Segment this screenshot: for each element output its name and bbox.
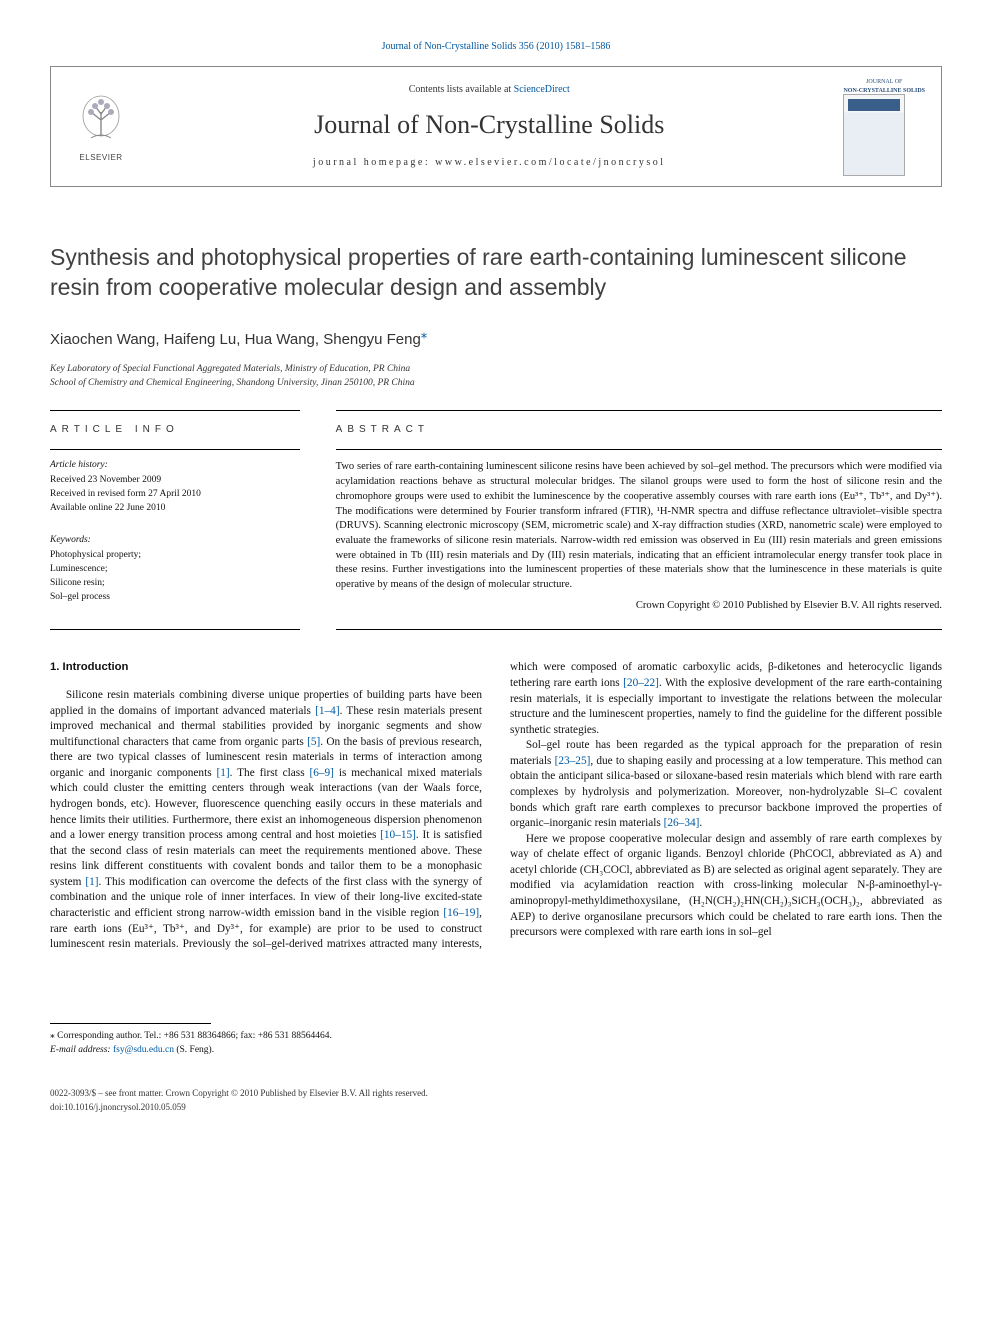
- p1-seg-d: . The first class: [230, 767, 310, 779]
- elsevier-logo: ELSEVIER: [67, 89, 135, 165]
- author-list: Xiaochen Wang, Haifeng Lu, Hua Wang, She…: [50, 325, 942, 350]
- elsevier-tree-icon: [73, 90, 129, 150]
- ref-link-1-4[interactable]: [1–4]: [315, 705, 339, 717]
- footnote-email-link[interactable]: fsy@sdu.edu.cn: [113, 1045, 174, 1055]
- footnote-email-line: E-mail address: fsy@sdu.edu.cn (S. Feng)…: [50, 1043, 942, 1057]
- article-title: Synthesis and photophysical properties o…: [50, 243, 942, 303]
- abstract-text: Two series of rare earth-containing lumi…: [336, 450, 942, 592]
- ref-link-6-9[interactable]: [6–9]: [309, 767, 333, 779]
- footnote-corr-line: ⁎ Corresponding author. Tel.: +86 531 88…: [50, 1029, 942, 1043]
- contents-available-line: Contents lists available at ScienceDirec…: [151, 83, 827, 97]
- elsevier-wordmark: ELSEVIER: [79, 152, 122, 163]
- info-bottom-rule: [50, 629, 300, 630]
- sciencedirect-link[interactable]: ScienceDirect: [514, 84, 570, 95]
- ref-link-5[interactable]: [5]: [307, 736, 320, 748]
- footnote-separator: [50, 1023, 211, 1024]
- affiliation-2: School of Chemistry and Chemical Enginee…: [50, 376, 942, 390]
- body-two-column: 1. Introduction Silicone resin materials…: [50, 660, 942, 952]
- cover-thumb-wrap: JOURNAL OF NON-CRYSTALLINE SOLIDS: [843, 77, 925, 176]
- masthead: ELSEVIER Contents lists available at Sci…: [50, 66, 942, 187]
- abstract-label: ABSTRACT: [336, 413, 942, 449]
- journal-title: Journal of Non-Crystalline Solids: [151, 107, 827, 143]
- page-footer: 0022-3093/$ – see front matter. Crown Co…: [50, 1087, 942, 1114]
- contents-prefix: Contents lists available at: [409, 84, 514, 95]
- abstract-column: ABSTRACT Two series of rare earth-contai…: [336, 413, 942, 613]
- footnote-email-label: E-mail address:: [50, 1045, 111, 1055]
- journal-citation-line: Journal of Non-Crystalline Solids 356 (2…: [50, 40, 942, 54]
- journal-homepage-line: journal homepage: www.elsevier.com/locat…: [151, 156, 827, 170]
- history-line-2: Available online 22 June 2010: [50, 501, 300, 515]
- p1-seg-g: . This modification can overcome the def…: [50, 876, 482, 919]
- intro-paragraph-3: Here we propose cooperative molecular de…: [510, 832, 942, 941]
- ref-link-1b[interactable]: [1]: [85, 876, 98, 888]
- ref-link-1a[interactable]: [1]: [216, 767, 229, 779]
- article-info-column: ARTICLE INFO Article history: Received 2…: [50, 413, 300, 613]
- affiliation-1: Key Laboratory of Special Functional Agg…: [50, 362, 942, 376]
- page-root: Journal of Non-Crystalline Solids 356 (2…: [0, 0, 992, 1154]
- ref-link-16-19[interactable]: [16–19]: [443, 907, 479, 919]
- keyword-1: Luminescence;: [50, 562, 300, 576]
- journal-cover-thumb: [843, 94, 905, 176]
- keywords-block: Keywords: Photophysical property; Lumine…: [50, 533, 300, 604]
- history-head: Article history:: [50, 458, 300, 472]
- ref-link-20-22[interactable]: [20–22]: [623, 677, 659, 689]
- abstract-copyright: Crown Copyright © 2010 Published by Else…: [336, 599, 942, 614]
- history-line-1: Received in revised form 27 April 2010: [50, 487, 300, 501]
- keyword-2: Silicone resin;: [50, 576, 300, 590]
- history-line-0: Received 23 November 2009: [50, 473, 300, 487]
- info-mid-rule: [50, 449, 300, 450]
- keyword-3: Sol–gel process: [50, 590, 300, 604]
- heading-introduction: 1. Introduction: [50, 660, 482, 676]
- bottom-rule-row: [50, 629, 942, 630]
- footer-doi: doi:10.1016/j.jnoncrysol.2010.05.059: [50, 1101, 942, 1115]
- corresponding-mark: ⁎: [421, 326, 428, 341]
- footer-line-1: 0022-3093/$ – see front matter. Crown Co…: [50, 1087, 942, 1101]
- affiliations: Key Laboratory of Special Functional Agg…: [50, 362, 942, 391]
- authors-names: Xiaochen Wang, Haifeng Lu, Hua Wang, She…: [50, 331, 421, 348]
- ref-link-10-15[interactable]: [10–15]: [380, 829, 416, 841]
- keywords-head: Keywords:: [50, 533, 300, 547]
- keyword-0: Photophysical property;: [50, 548, 300, 562]
- footnote-email-suffix: (S. Feng).: [174, 1045, 214, 1055]
- abstract-top-rule: [336, 410, 942, 411]
- abstract-bottom-rule: [336, 629, 942, 630]
- info-top-rule: [50, 410, 300, 411]
- cover-caption-top: JOURNAL OF: [843, 79, 925, 86]
- ref-link-23-25[interactable]: [23–25]: [555, 755, 591, 767]
- corresponding-footnote: ⁎ Corresponding author. Tel.: +86 531 88…: [50, 1029, 942, 1058]
- journal-citation-link[interactable]: Journal of Non-Crystalline Solids 356 (2…: [382, 41, 611, 52]
- masthead-center: Contents lists available at ScienceDirec…: [151, 83, 827, 169]
- intro-paragraph-2: Sol–gel route has been regarded as the t…: [510, 738, 942, 831]
- article-info-label: ARTICLE INFO: [50, 413, 300, 449]
- p2-seg-c: .: [699, 817, 702, 829]
- cover-caption-bottom: NON-CRYSTALLINE SOLIDS: [843, 88, 925, 95]
- top-rule-row: [50, 410, 942, 411]
- ref-link-26-34[interactable]: [26–34]: [664, 817, 700, 829]
- article-history: Article history: Received 23 November 20…: [50, 458, 300, 515]
- info-abstract-row: ARTICLE INFO Article history: Received 2…: [50, 413, 942, 613]
